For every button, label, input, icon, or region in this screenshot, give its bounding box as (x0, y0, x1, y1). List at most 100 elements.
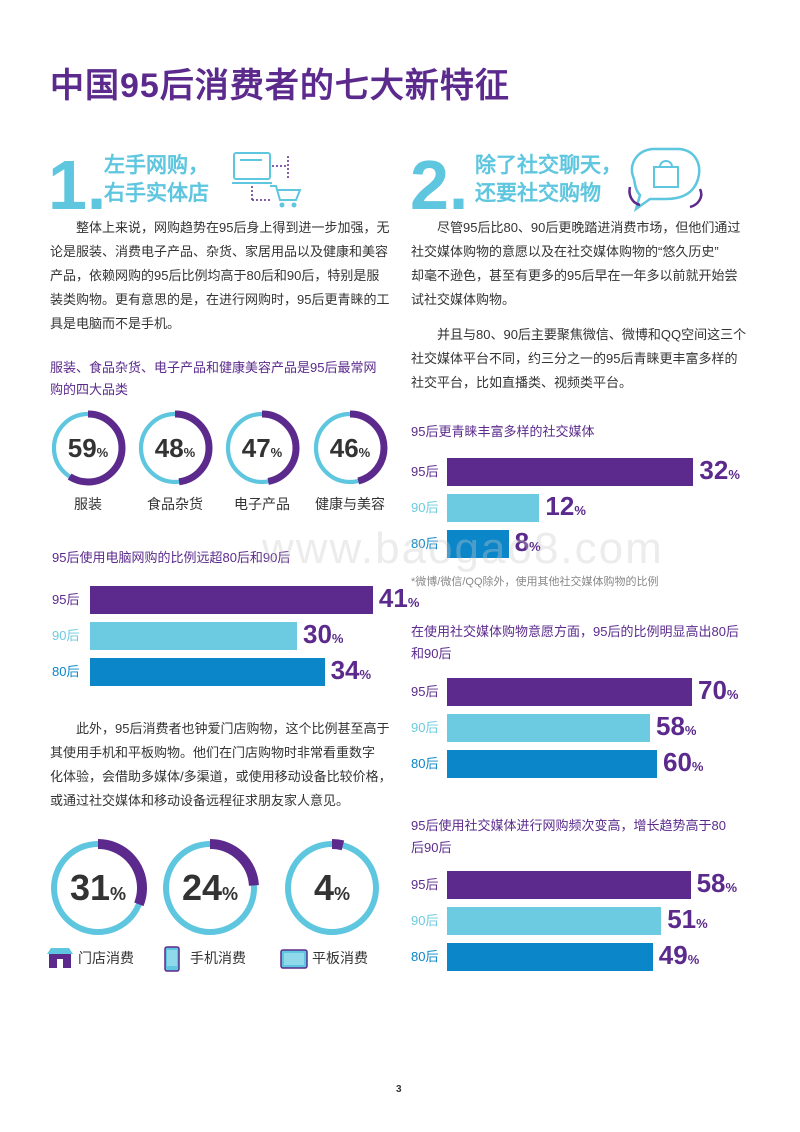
bar-label: 80后 (411, 949, 439, 964)
category-donut-arc (137, 410, 213, 486)
text-line: 社交媒体平台不同，约三分之一的95后青睐更丰富多样的 (411, 351, 738, 366)
text-line: 后90后 (411, 840, 452, 855)
donut-percent-value: 48 (154, 433, 184, 463)
bar-label: 80后 (52, 664, 80, 679)
donut-percent-unit: % (222, 884, 239, 904)
section2-heading-line1: 除了社交聊天， (475, 154, 622, 177)
section1-heading: 左手网购， 右手实体店 (104, 152, 209, 208)
text-line: 整体上来说，网购趋势在95后身上得到进一步加强，无 (76, 220, 390, 235)
bar-value-unit: % (728, 467, 740, 482)
chart4-title: 在使用社交媒体购物意愿方面，95后的比例明显高出80后 和90后 (411, 621, 761, 665)
bar-value-unit: % (696, 916, 708, 931)
text-line: 或通过社交媒体和移动设备远程征求朋友家人意见。 (50, 793, 350, 808)
bar-value-value: 60 (663, 747, 692, 777)
bar-value-value: 51 (667, 904, 697, 934)
donut-label: 食品杂货 (147, 496, 203, 512)
chart1-title: 服装、食品杂货、电子产品和健康美容产品是95后最常网 购的四大品类 (50, 357, 395, 401)
donut-label: 电子产品 (234, 496, 290, 512)
bar-value: 41% (379, 584, 419, 617)
bar-value: 70% (698, 676, 738, 709)
category-donut-arc (312, 410, 388, 486)
text-line: 装类购物。更有意思的是，在进行网购时，95后更青睐的工 (50, 292, 390, 307)
bar-label: 90后 (411, 720, 439, 735)
page-title: 中国95后消费者的七大新特征 (50, 67, 510, 105)
section2-heading: 除了社交聊天， 还要社交购物 (475, 152, 622, 208)
text-line: 产品，依赖网购的95后比例均高于80后和90后，特别是服 (50, 268, 380, 283)
text-line: 并且与80、90后主要聚焦微信、微博和QQ空间这三个 (437, 327, 747, 342)
text-line: 具是电脑而不是手机。 (50, 316, 181, 331)
donut-percent-value: 4 (313, 867, 334, 908)
bar-value-unit: % (725, 880, 738, 895)
bar-label: 80后 (411, 756, 439, 771)
bar-value: 58% (697, 869, 737, 902)
donut-label: 手机消费 (190, 950, 246, 966)
bar-label: 95后 (411, 684, 439, 699)
donut-percent-value: 46 (329, 433, 359, 463)
channel-donut-ring (49, 839, 147, 937)
bar-value-value: 12 (545, 491, 575, 521)
bar-value: 34% (331, 656, 371, 689)
bar-value-unit: % (574, 503, 586, 518)
bar-label: 95后 (411, 464, 439, 479)
bar (447, 943, 653, 971)
channel-donut-arc (283, 839, 381, 937)
category-donut-arc (224, 410, 300, 486)
bar (447, 871, 691, 899)
bar (447, 530, 509, 558)
text-line: 化体验，会借助多媒体/多渠道，或使用移动设备比较价格， (50, 769, 392, 784)
bar-value-value: 58 (656, 711, 685, 741)
donut-percent-value: 24 (181, 867, 223, 908)
section2-number: 2. (410, 146, 469, 224)
text-line: 和90后 (411, 646, 452, 661)
section1-paragraph1: 整体上来说，网购趋势在95后身上得到进一步加强，无 论是服装、消费电子产品、杂货… (50, 216, 395, 336)
chat-bag-icon (628, 147, 703, 213)
category-donut-ring (50, 410, 126, 486)
donut-percent-unit: % (183, 445, 196, 460)
bar-value-unit: % (359, 667, 372, 682)
text-line: 其使用手机和平板购物。他们在门店购物时非常看重数字 (50, 745, 376, 760)
section2-paragraph2: 并且与80、90后主要聚焦微信、微博和QQ空间这三个 社交媒体平台不同，约三分之… (411, 323, 756, 395)
donut-percent-unit: % (96, 445, 109, 460)
section1-heading-line1: 左手网购， (104, 154, 209, 177)
bar-value: 32% (699, 456, 739, 489)
donut-percent-unit: % (358, 445, 371, 460)
category-donut-ring (137, 410, 213, 486)
text-line: 服装、食品杂货、电子产品和健康美容产品是95后最常网 (50, 360, 377, 375)
donut-percent: 59% (48, 432, 128, 469)
donut-label: 平板消费 (312, 950, 368, 966)
donut-label: 门店消费 (78, 950, 134, 966)
donut-percent: 46% (310, 432, 390, 469)
bar-value: 58% (656, 712, 696, 745)
donut-percent-value: 31 (69, 867, 111, 908)
phone-icon (164, 946, 180, 972)
section2-paragraph1: 尽管95后比80、90后更晚踏进消费市场，但他们通过 社交媒体购物的意愿以及在社… (411, 216, 756, 312)
bar-label: 80后 (411, 536, 439, 551)
bar (447, 750, 657, 778)
donut-percent-unit: % (110, 884, 127, 904)
bar-value-value: 8 (514, 527, 530, 557)
bar-value-unit: % (726, 687, 739, 702)
page-number: 3 (396, 1084, 402, 1095)
channel-donut-ring (161, 839, 259, 937)
bar-label: 90后 (411, 500, 439, 515)
bar (447, 494, 540, 522)
bar-value-value: 30 (303, 619, 332, 649)
bar-value-unit: % (691, 759, 704, 774)
bar-value: 60% (663, 748, 703, 781)
text-line: 95后使用社交媒体进行网购频次变高，增长趋势高于80 (411, 818, 726, 833)
bar-value: 49% (659, 941, 699, 974)
chart3-title: 95后更青睐丰富多样的社交媒体 (411, 424, 595, 439)
bar (90, 622, 297, 650)
text-line: 社交平台，比如直播类、视频类平台。 (411, 375, 633, 390)
text-line: 却毫不逊色，甚至有更多的95后早在一年多以前就开始尝 (411, 268, 738, 283)
text-line: 试社交媒体购物。 (411, 292, 516, 307)
bar-value-value: 41 (378, 583, 408, 613)
tablet-icon (280, 949, 308, 969)
channel-donut-arc (161, 839, 259, 937)
bar (90, 658, 325, 686)
category-donut-ring (312, 410, 388, 486)
donut-percent-unit: % (334, 884, 351, 904)
bar-value: 30% (303, 620, 343, 653)
store-icon (47, 948, 73, 968)
bar-value-value: 49 (658, 940, 688, 970)
